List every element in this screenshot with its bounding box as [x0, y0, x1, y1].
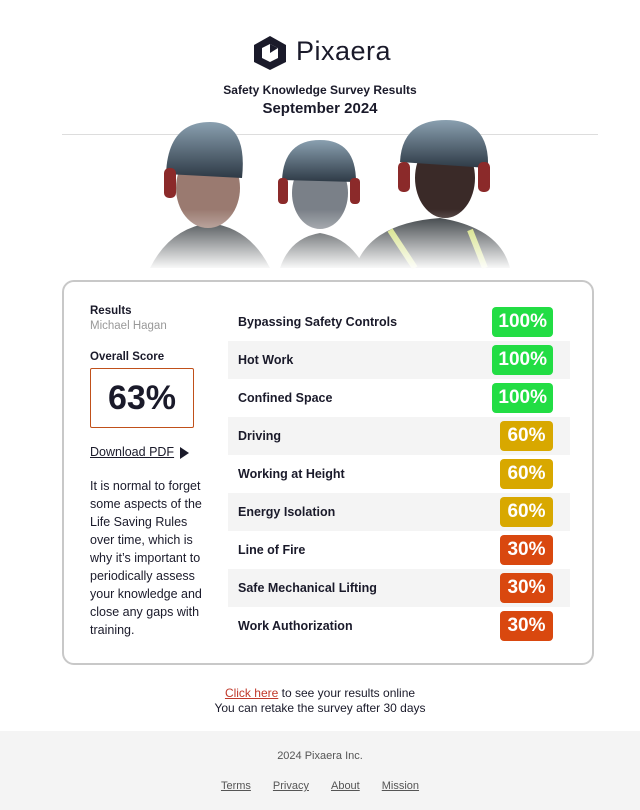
logo-icon: [254, 36, 286, 70]
score-badge: 60%: [500, 421, 553, 451]
topic-name: Bypassing Safety Controls: [238, 315, 398, 329]
score-badge: 30%: [500, 535, 553, 565]
copyright: 2024 Pixaera Inc.: [277, 750, 363, 762]
footer-link[interactable]: About: [330, 780, 360, 792]
download-link[interactable]: Download PDF: [90, 445, 175, 459]
topic-name: Driving: [238, 429, 282, 443]
topic-name: Energy Isolation: [238, 505, 336, 519]
topic-name: Safe Mechanical Lifting: [238, 581, 377, 595]
score-badge: 60%: [500, 459, 553, 489]
retake-text: You can retake the survey after 30 days: [214, 701, 426, 715]
results-card: [62, 280, 594, 665]
score-badge: 30%: [500, 611, 553, 641]
topic-row: Line of Fire 30%: [228, 531, 570, 569]
topic-name: Hot Work: [238, 353, 294, 367]
overall-score: 63%: [90, 368, 194, 428]
topic-name: Work Authorization: [238, 619, 353, 633]
topic-row: Working at Height 60%: [228, 455, 570, 493]
topic-name: Working at Height: [238, 467, 345, 481]
hero-image: [130, 118, 520, 270]
footer: [0, 731, 640, 810]
score-badge: 100%: [492, 383, 553, 413]
footer-link[interactable]: Mission: [381, 780, 420, 792]
score-badge: 100%: [492, 345, 553, 375]
topic-row: Hot Work 100%: [228, 341, 570, 379]
score-label: Overall Score: [90, 351, 165, 363]
footer-link[interactable]: Terms: [220, 780, 251, 792]
survey-title: Safety Knowledge Survey Results: [223, 83, 417, 97]
topic-row: Bypassing Safety Controls 100%: [228, 303, 570, 341]
survey-date: September 2024: [262, 100, 378, 117]
footer-links: Terms Privacy About Mission: [0, 780, 640, 792]
score-badge: 60%: [500, 497, 553, 527]
footer-link[interactable]: Privacy: [272, 780, 309, 792]
online-text: to see your results online: [281, 686, 416, 700]
online-link[interactable]: Click here: [224, 686, 279, 700]
online-line: Click here to see your results online: [0, 686, 640, 700]
play-icon: [180, 447, 189, 459]
score-badge: 100%: [492, 307, 553, 337]
brand: Pixaera: [296, 36, 392, 66]
topic-row: Safe Mechanical Lifting 30%: [228, 569, 570, 607]
score-badge: 30%: [500, 573, 553, 603]
results-label: Results: [90, 305, 132, 317]
topic-row: Work Authorization 30%: [228, 607, 570, 645]
topic-name: Line of Fire: [238, 543, 306, 557]
topic-row: Energy Isolation 60%: [228, 493, 570, 531]
note: It is normal to forget some aspects of t…: [90, 479, 202, 637]
topic-name: Confined Space: [238, 391, 333, 405]
topic-row: Driving 60%: [228, 417, 570, 455]
topic-row: Confined Space 100%: [228, 379, 570, 417]
user-name: Michael Hagan: [90, 320, 167, 332]
